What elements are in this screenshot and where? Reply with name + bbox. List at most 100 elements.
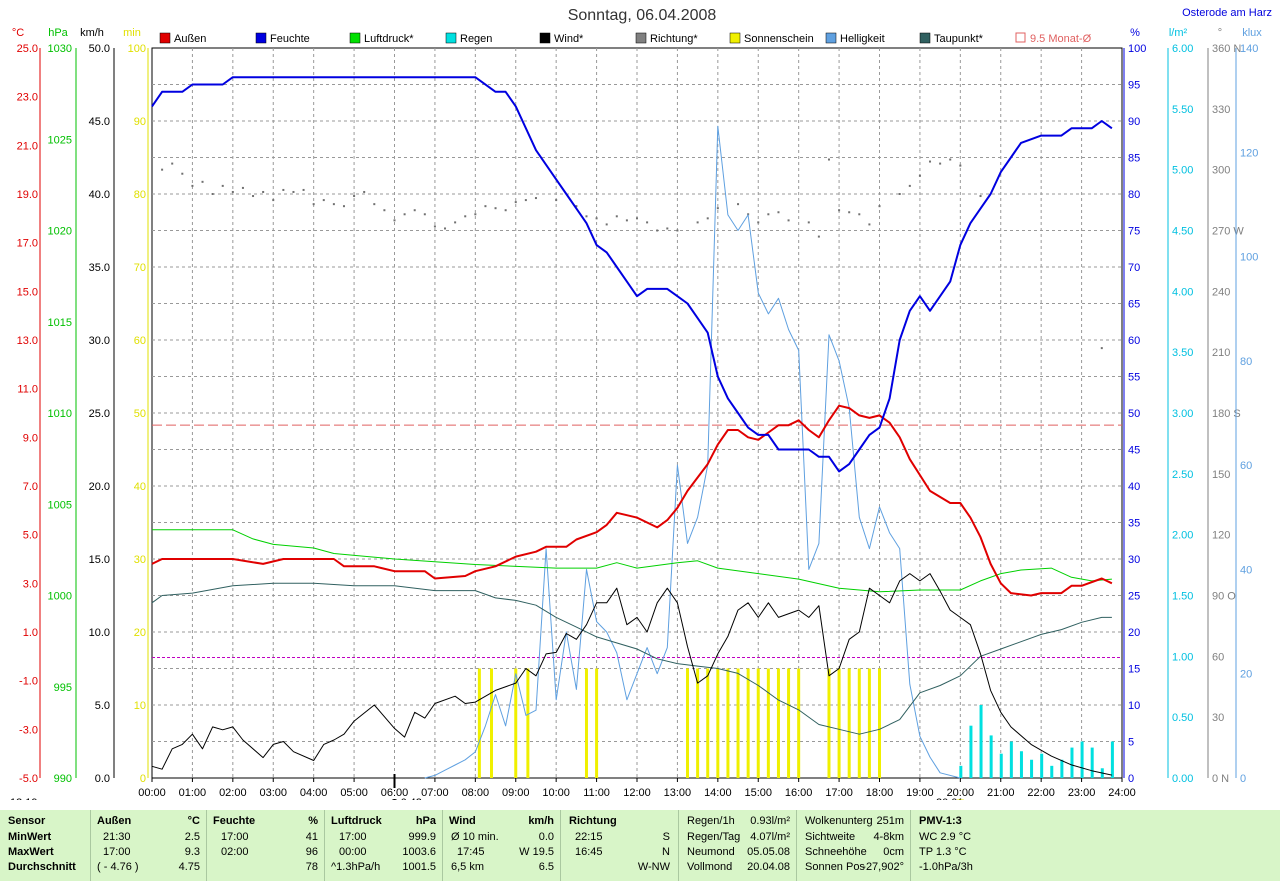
direction-dot <box>959 164 962 167</box>
luftdruck-min-time: 17:00 <box>339 831 367 843</box>
x-tick-label: 02:00 <box>219 787 247 799</box>
sun_min-tick-label: 30 <box>134 554 146 566</box>
x-tick-label: 15:00 <box>744 787 772 799</box>
moon-icon <box>391 799 398 800</box>
direction-dot <box>555 199 558 202</box>
direction-dot <box>191 184 194 187</box>
light-tick-label: 0 <box>1240 773 1246 785</box>
luftdruck-trend: ^1.3hPa/h <box>331 861 381 873</box>
x-tick-label: 22:00 <box>1027 787 1055 799</box>
direction-dot <box>979 195 982 198</box>
humidity-tick-label: 80 <box>1128 189 1140 201</box>
humidity-tick-label: 100 <box>1128 43 1146 55</box>
x-tick-label: 17:00 <box>825 787 853 799</box>
temp-tick-label: 25.0 <box>17 43 38 55</box>
pmv-wc: WC 2.9 °C <box>919 831 972 843</box>
direction-tick-label: 330 <box>1212 104 1230 116</box>
x-tick-label: 06:00 <box>381 787 409 799</box>
direction-dot <box>302 188 305 191</box>
rain-tick-label: 5.50 <box>1172 104 1193 116</box>
aussen-min-time: 21:30 <box>103 831 131 843</box>
rain-bar <box>959 765 963 778</box>
legend-swatch <box>539 32 551 44</box>
pressure-tick-label: 990 <box>54 773 72 785</box>
wind-unit: km/h <box>528 815 554 827</box>
wind-row1-label: Ø 10 min. <box>451 831 499 843</box>
regen-row1-label: Regen/1h <box>687 815 735 827</box>
sunshine-bar <box>857 668 861 778</box>
legend-label: Sonnenschein <box>744 33 814 45</box>
sunshine-bar <box>526 668 530 778</box>
sunshine-bar <box>867 668 871 778</box>
feuchte-max-time: 02:00 <box>221 846 249 858</box>
legend-label: Außen <box>174 33 206 45</box>
direction-dot <box>636 217 638 220</box>
legend-swatch <box>1015 32 1026 43</box>
rain-bar <box>979 705 983 778</box>
direction-dot <box>292 190 295 193</box>
chart-title: Sonntag, 06.04.2008 <box>568 7 717 24</box>
rain-bar <box>1040 753 1044 778</box>
wind-tick-label: 35.0 <box>89 262 110 274</box>
wind-title: Wind <box>449 815 476 827</box>
series-line-wind <box>151 573 1113 776</box>
humidity-tick-label: 65 <box>1128 299 1140 311</box>
sunshine-bar <box>490 668 493 778</box>
x-tick-label: 09:00 <box>502 787 530 799</box>
direction-tick-label: 210 <box>1212 347 1230 359</box>
sun_min-tick-label: 100 <box>128 43 146 55</box>
legend-swatch <box>919 32 931 44</box>
rain-bar <box>1080 741 1084 778</box>
pressure-tick-label: 1015 <box>48 317 72 329</box>
chart-axes: 00:00 01:00 02:00 03:00 04:00 05:00 06:00 07:00… <box>10 27 1262 800</box>
sunshine-bar <box>837 668 841 778</box>
direction-dot <box>413 209 416 212</box>
direction-dot <box>231 190 234 193</box>
direction-dot <box>322 199 325 202</box>
wind-tick-label: 40.0 <box>89 189 110 201</box>
humidity-tick-label: 35 <box>1128 518 1140 530</box>
x-tick-label: 08:00 <box>462 787 490 799</box>
sunshine-bar <box>736 668 740 778</box>
temp-tick-label: 19.0 <box>17 189 38 201</box>
light-tick-label: 20 <box>1240 669 1252 681</box>
feuchte-avg-val: 78 <box>305 861 318 873</box>
direction-dot <box>595 217 598 220</box>
pressure-tick-label: 1005 <box>48 499 72 511</box>
humidity-tick-label: 45 <box>1128 445 1140 457</box>
temp-tick-label: 1.0 <box>23 627 38 639</box>
x-tick-label: 19:00 <box>906 787 934 799</box>
temp-tick-label: 3.0 <box>23 578 38 590</box>
feuchte-title: Feuchte <box>213 815 256 827</box>
legend-swatch <box>825 32 837 44</box>
sunshine-bar <box>716 668 720 778</box>
wind-avg-val: 6.5 <box>538 861 554 873</box>
x-tick-label: 18:00 <box>866 787 894 799</box>
direction-tick-label: 120 <box>1212 530 1230 542</box>
temp-tick-label: 17.0 <box>17 238 38 250</box>
sensor-row-max: MaxWert <box>8 846 54 858</box>
series-line-luftdruck <box>152 529 1112 593</box>
sun_min-tick-label: 50 <box>134 408 146 420</box>
legend-swatch <box>635 32 647 44</box>
direction-tick-label: 30 <box>1212 712 1224 724</box>
aussen-min-val: 2.5 <box>184 831 200 843</box>
wolken-row1-label: Wolkenunterg <box>805 815 873 827</box>
direction-axis-unit: ° <box>1218 27 1222 39</box>
sun_min-tick-label: 80 <box>134 189 146 201</box>
x-tick-label: 16:00 <box>785 787 813 799</box>
light-tick-label: 120 <box>1240 147 1258 159</box>
legend-label: 9.5 Monat-Ø <box>1030 33 1092 45</box>
wind-tick-label: 10.0 <box>89 627 110 639</box>
temp-tick-label: 7.0 <box>23 481 38 493</box>
legend-label: Taupunkt* <box>934 33 984 45</box>
rain-tick-label: 4.00 <box>1172 286 1193 298</box>
x-tick-label: 12:00 <box>623 787 651 799</box>
rain-tick-label: 4.50 <box>1172 226 1193 238</box>
sunshine-bar <box>847 668 851 778</box>
direction-dot <box>171 162 174 165</box>
series-line-helligkeit <box>424 125 961 779</box>
direction-dot <box>585 215 588 218</box>
chart-legend: Außen Feuchte Luftdruck* Regen Wind* Richtung… <box>159 32 1092 45</box>
rain-tick-label: 0.50 <box>1172 712 1193 724</box>
